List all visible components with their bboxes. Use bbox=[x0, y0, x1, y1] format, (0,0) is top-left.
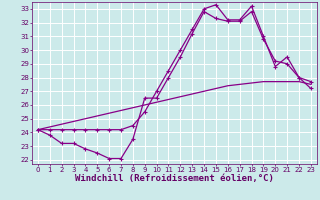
X-axis label: Windchill (Refroidissement éolien,°C): Windchill (Refroidissement éolien,°C) bbox=[75, 174, 274, 183]
